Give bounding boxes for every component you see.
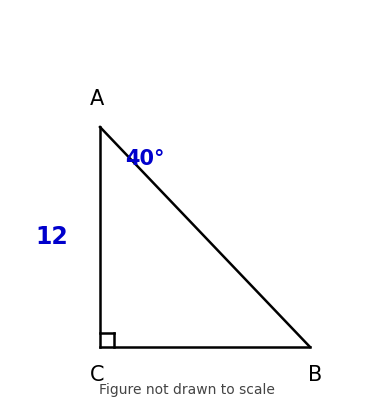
Text: C: C	[90, 365, 104, 385]
Text: 40°: 40°	[125, 149, 165, 169]
Text: 12: 12	[36, 225, 68, 249]
Text: A: A	[90, 89, 104, 109]
Text: Figure not drawn to scale: Figure not drawn to scale	[99, 383, 275, 397]
Text: B: B	[308, 365, 322, 385]
